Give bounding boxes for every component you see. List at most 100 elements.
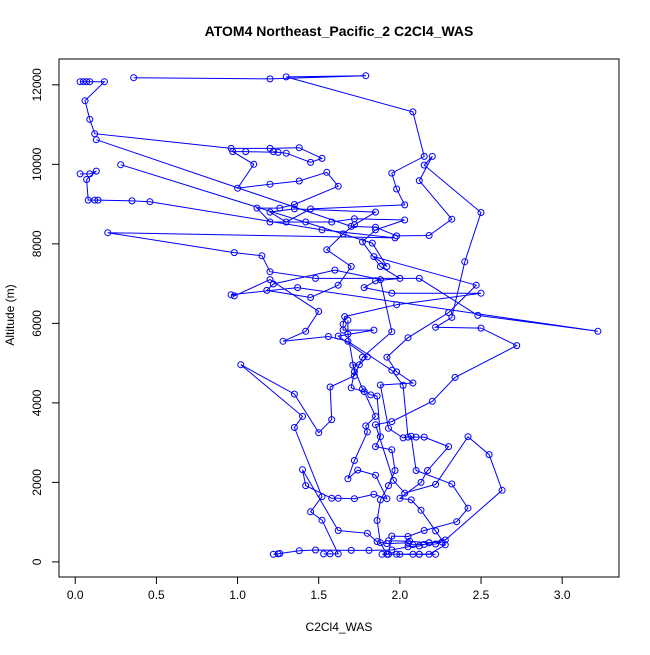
data-point — [363, 428, 371, 436]
x-tick-label: 3.0 — [554, 588, 571, 602]
data-point — [415, 274, 423, 282]
data-point — [385, 424, 392, 432]
data-point — [393, 550, 401, 558]
data-point — [401, 201, 409, 209]
data-point — [477, 289, 485, 297]
data-point — [428, 397, 436, 405]
data-point — [425, 550, 433, 558]
data-point — [100, 78, 108, 86]
data-point — [83, 78, 91, 86]
data-point — [307, 294, 315, 301]
data-point — [318, 226, 326, 234]
y-tick-label: 10000 — [30, 147, 44, 181]
data-point — [370, 490, 378, 498]
data-point — [230, 292, 238, 300]
data-point — [266, 180, 274, 188]
data-point — [425, 539, 433, 547]
data-point — [86, 78, 94, 86]
x-tick-label: 1.0 — [229, 588, 246, 602]
data-point — [234, 184, 242, 192]
data-point — [307, 205, 315, 213]
data-point — [334, 281, 342, 289]
data-point — [91, 196, 99, 204]
y-axis: 0 2000 4000 6000 8000 10000 12000 — [30, 68, 60, 565]
data-point — [388, 446, 396, 454]
x-axis: 0.0 0.5 1.0 1.5 2.0 2.5 3.0 — [67, 576, 571, 602]
data-point — [451, 373, 459, 381]
data-point — [412, 433, 420, 441]
data-point — [302, 218, 310, 226]
data-point — [323, 168, 331, 176]
data-point — [104, 229, 112, 237]
data-point — [324, 333, 332, 340]
data-point — [328, 218, 336, 226]
data-point — [266, 268, 274, 276]
data-point — [130, 74, 138, 82]
data-point — [594, 327, 602, 335]
data-point — [350, 457, 358, 464]
y-axis-label: Altitude (m) — [3, 284, 17, 345]
data-point — [344, 316, 352, 324]
data-point — [237, 361, 245, 369]
data-point — [428, 152, 436, 160]
x-tick-label: 1.5 — [310, 588, 327, 602]
data-point — [299, 466, 306, 474]
data-point — [417, 478, 425, 486]
data-point — [359, 353, 366, 361]
data-point — [331, 266, 339, 274]
data-point — [376, 381, 384, 389]
data-point — [76, 170, 84, 178]
data-point — [373, 538, 381, 546]
data-point — [420, 527, 428, 534]
data-point — [404, 543, 412, 551]
y-tick-label: 6000 — [30, 310, 44, 337]
data-point — [373, 517, 381, 524]
data-point — [339, 326, 347, 334]
data-point — [326, 383, 334, 391]
data-point — [404, 334, 412, 342]
data-point — [328, 494, 336, 502]
data-point — [230, 249, 238, 257]
data-point — [372, 412, 379, 420]
data-point — [81, 97, 89, 105]
data-point — [318, 154, 326, 162]
data-point — [373, 392, 381, 400]
data-point — [388, 532, 396, 540]
data-point — [388, 366, 396, 374]
data-point — [417, 506, 425, 514]
data-point — [274, 550, 282, 558]
data-point — [315, 429, 323, 437]
data-point — [355, 361, 363, 369]
data-point — [477, 324, 485, 332]
data-point — [290, 205, 298, 213]
data-point — [448, 215, 456, 223]
data-point — [383, 495, 391, 503]
data-point — [401, 216, 409, 224]
data-point — [415, 542, 423, 550]
x-tick-label: 0.0 — [67, 588, 84, 602]
data-point — [258, 252, 266, 260]
data-series — [92, 136, 521, 547]
data-point — [302, 327, 310, 335]
data-point — [453, 518, 461, 526]
data-point — [282, 73, 290, 81]
data-point — [393, 232, 401, 240]
data-point — [370, 253, 378, 261]
data-series — [130, 72, 428, 558]
data-point — [354, 466, 362, 474]
data-point — [399, 434, 407, 442]
data-point — [307, 508, 315, 516]
data-point — [388, 546, 396, 554]
data-point — [274, 148, 282, 156]
data-point — [295, 144, 303, 152]
data-point — [378, 550, 386, 558]
data-point — [334, 527, 342, 534]
data-point — [388, 169, 396, 177]
data-point — [420, 161, 428, 169]
data-point — [334, 182, 342, 190]
data-point — [290, 424, 298, 431]
data-point — [383, 263, 391, 270]
data-point — [425, 232, 433, 239]
data-point — [312, 546, 319, 554]
